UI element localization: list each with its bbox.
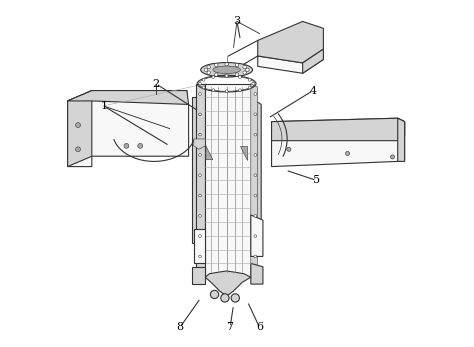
Polygon shape [205,84,251,277]
Circle shape [231,294,239,302]
Circle shape [212,89,215,92]
Circle shape [243,71,246,74]
Polygon shape [303,49,323,73]
Polygon shape [206,146,213,160]
Polygon shape [196,84,205,277]
Circle shape [254,174,257,177]
Circle shape [199,255,201,258]
Polygon shape [272,118,405,167]
Circle shape [199,133,201,136]
Polygon shape [194,229,205,263]
Polygon shape [251,263,263,284]
Polygon shape [251,215,263,256]
Ellipse shape [213,66,240,74]
Circle shape [254,153,257,156]
Circle shape [199,214,201,217]
Text: 8: 8 [176,322,183,332]
Circle shape [199,235,201,238]
Polygon shape [258,22,323,63]
Circle shape [199,82,201,85]
Text: 7: 7 [227,322,234,332]
Circle shape [254,93,257,95]
Circle shape [207,65,210,69]
Polygon shape [194,139,205,149]
Circle shape [199,174,201,177]
Polygon shape [240,146,247,160]
Circle shape [221,294,229,302]
Circle shape [204,68,208,71]
Polygon shape [68,91,189,167]
Polygon shape [205,271,251,296]
Polygon shape [68,91,189,104]
Circle shape [248,78,251,81]
Circle shape [235,63,239,67]
Circle shape [238,89,241,92]
Text: 2: 2 [152,79,159,88]
Circle shape [75,123,81,128]
Circle shape [199,113,201,116]
Circle shape [238,76,241,78]
Polygon shape [251,84,258,277]
Circle shape [215,63,218,67]
Polygon shape [272,118,405,141]
Circle shape [287,147,291,151]
Circle shape [199,93,201,95]
Text: 3: 3 [233,16,241,26]
Circle shape [346,151,350,155]
Circle shape [225,90,228,93]
Circle shape [210,290,219,299]
Polygon shape [258,49,323,73]
Circle shape [391,155,394,159]
Circle shape [199,194,201,197]
Circle shape [215,73,218,76]
Polygon shape [398,118,405,161]
Circle shape [225,74,228,77]
Circle shape [243,65,246,69]
Circle shape [202,86,205,89]
Circle shape [225,75,228,77]
Circle shape [248,86,251,89]
Circle shape [207,71,210,74]
Circle shape [252,82,255,85]
Text: 5: 5 [313,176,320,185]
Polygon shape [251,98,261,243]
Polygon shape [192,267,205,284]
Circle shape [235,73,239,76]
Circle shape [225,62,228,66]
Text: 6: 6 [256,322,263,332]
Circle shape [254,214,257,217]
Circle shape [254,194,257,197]
Circle shape [246,68,249,71]
Ellipse shape [201,62,253,77]
Circle shape [254,255,257,258]
Circle shape [138,143,143,148]
Polygon shape [68,91,92,167]
Circle shape [75,147,81,152]
Circle shape [254,113,257,116]
Circle shape [212,76,215,78]
Text: 4: 4 [310,86,317,95]
Polygon shape [192,98,205,243]
Circle shape [254,133,257,136]
Circle shape [202,78,205,81]
Circle shape [254,235,257,238]
Text: 1: 1 [100,101,108,111]
Circle shape [199,153,201,156]
Circle shape [124,143,129,148]
